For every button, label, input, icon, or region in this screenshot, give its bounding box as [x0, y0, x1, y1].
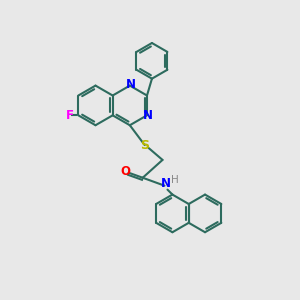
Text: N: N	[160, 177, 170, 190]
Text: H: H	[170, 175, 178, 185]
Text: N: N	[126, 78, 136, 91]
Text: S: S	[140, 139, 149, 152]
Text: O: O	[120, 165, 130, 178]
Text: F: F	[65, 109, 74, 122]
Text: N: N	[143, 109, 153, 122]
